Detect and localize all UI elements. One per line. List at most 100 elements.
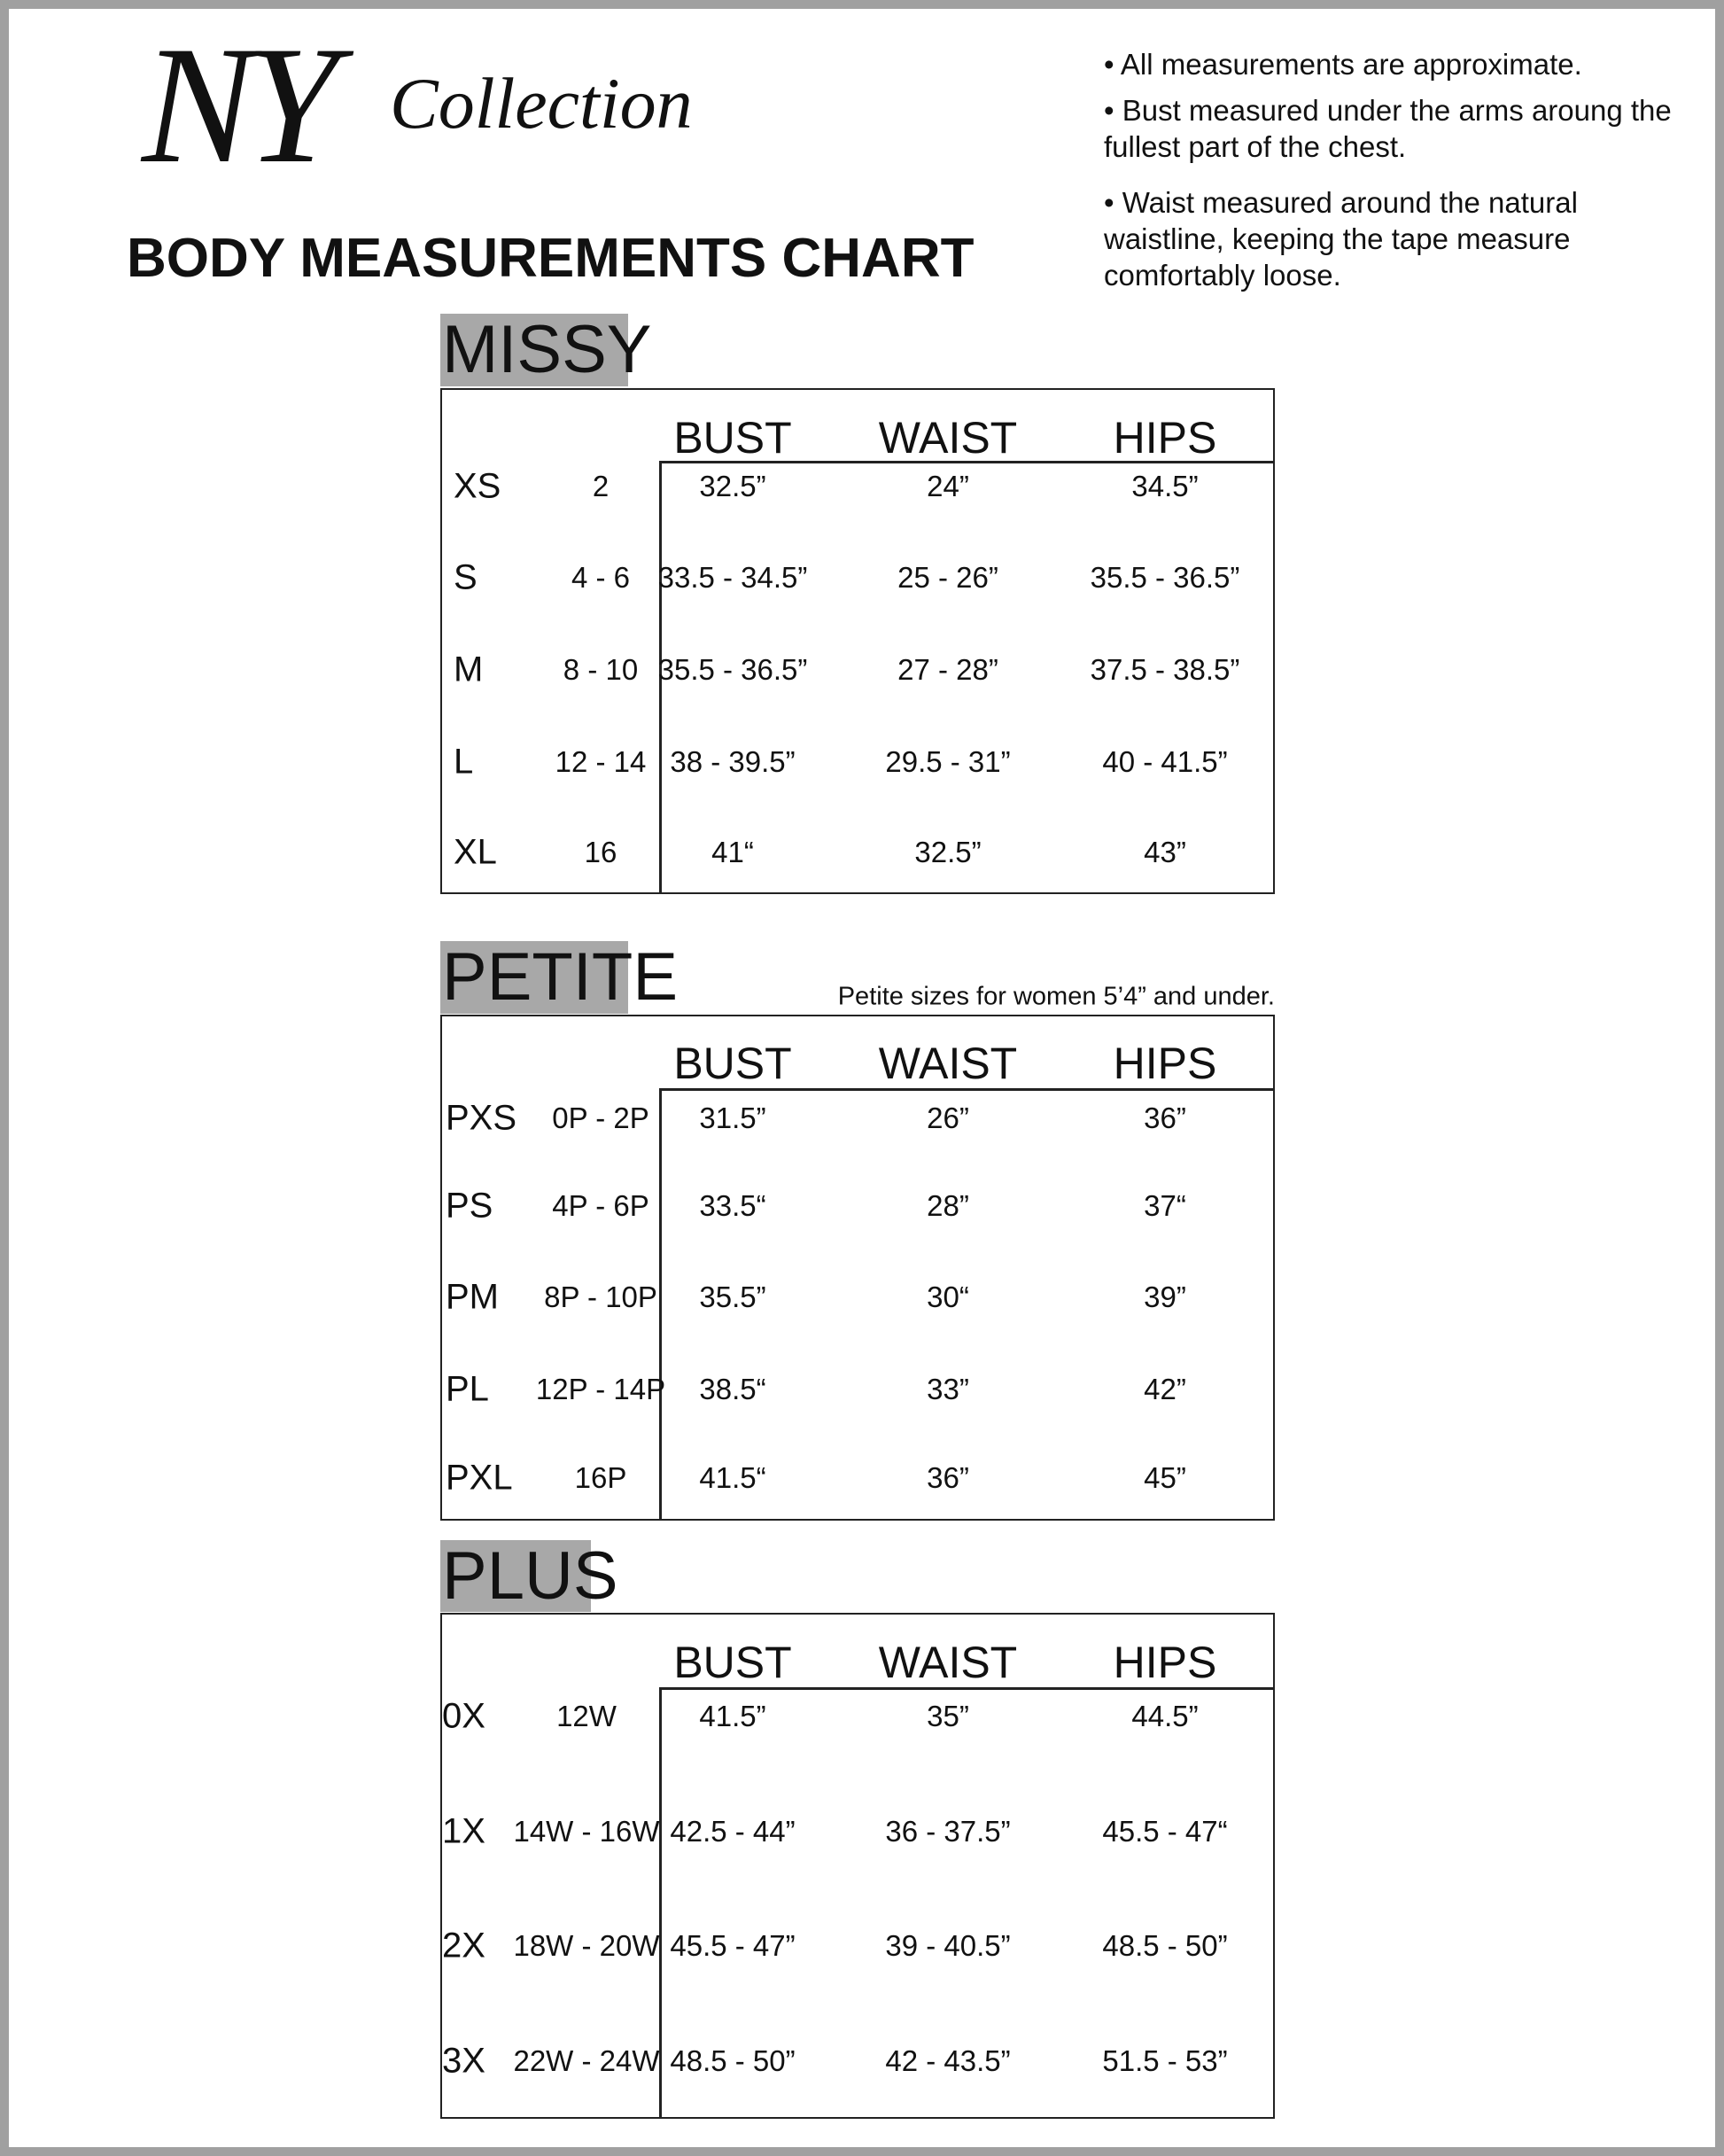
size-label: PXS <box>446 1098 517 1138</box>
size-label: PL <box>446 1369 489 1409</box>
measurement: 37“ <box>1144 1189 1186 1222</box>
column-header: WAIST <box>878 413 1018 463</box>
column-header: HIPS <box>1113 413 1217 463</box>
measurement: 33” <box>927 1373 969 1405</box>
size-label: S <box>454 557 478 597</box>
column-header: WAIST <box>878 1638 1018 1687</box>
measurement: 24” <box>927 470 969 502</box>
measurement: 34.5” <box>1131 470 1199 502</box>
measurement: 35” <box>927 1700 969 1732</box>
measurement: 30“ <box>927 1280 969 1313</box>
size-label: 2X <box>442 1926 485 1965</box>
size-number: 22W - 24W <box>513 2044 660 2077</box>
section-label: PETITE <box>440 939 679 1015</box>
size-number: 16P <box>574 1461 627 1494</box>
measurement: 36 - 37.5” <box>885 1815 1011 1848</box>
measurement: 37.5 - 38.5” <box>1090 653 1240 686</box>
section-label: MISSY <box>440 312 652 387</box>
column-rule <box>659 461 662 894</box>
column-header: BUST <box>673 1638 792 1687</box>
logo-word: Collection <box>390 63 693 144</box>
measurement: 35.5 - 36.5” <box>1090 561 1240 594</box>
measurement: 33.5“ <box>699 1189 766 1222</box>
section-note: Petite sizes for women 5’4” and under. <box>837 982 1275 1011</box>
column-rule <box>659 1088 662 1521</box>
measurement: 25 - 26” <box>897 561 998 594</box>
measurement: 36” <box>1144 1101 1186 1134</box>
size-number: 14W - 16W <box>513 1815 660 1848</box>
measurement: 48.5 - 50” <box>1102 1929 1228 1962</box>
measurement: 44.5” <box>1131 1700 1199 1732</box>
size-label: 3X <box>442 2041 485 2081</box>
measurement: 40 - 41.5” <box>1102 745 1228 778</box>
measurement: 45” <box>1144 1461 1186 1494</box>
size-label: PM <box>446 1277 499 1317</box>
measurement: 51.5 - 53” <box>1102 2044 1228 2077</box>
measurement: 48.5 - 50” <box>670 2044 796 2077</box>
measurement: 32.5” <box>914 836 982 868</box>
size-label: 1X <box>442 1811 485 1851</box>
header-rule <box>660 1687 1275 1690</box>
measurement: 29.5 - 31” <box>885 745 1011 778</box>
column-rule <box>659 1687 662 2119</box>
size-label: XS <box>454 466 501 506</box>
measurement: 38 - 39.5” <box>670 745 796 778</box>
size-number: 18W - 20W <box>513 1929 660 1962</box>
logo-mark: NY <box>142 12 338 198</box>
measurement: 41.5“ <box>699 1461 766 1494</box>
note: • Waist measured around the natural wais… <box>1104 186 1578 292</box>
column-header: HIPS <box>1113 1039 1217 1088</box>
measurement: 32.5” <box>699 470 766 502</box>
measurement: 27 - 28” <box>897 653 998 686</box>
size-label: PS <box>446 1186 493 1226</box>
header-rule <box>660 1088 1275 1091</box>
size-label: XL <box>454 832 497 872</box>
measurement: 31.5” <box>699 1101 766 1134</box>
measurement: 42 - 43.5” <box>885 2044 1011 2077</box>
size-number: 8 - 10 <box>563 653 639 686</box>
size-label: PXL <box>446 1458 513 1498</box>
table-box <box>440 388 1275 894</box>
size-number: 4P - 6P <box>552 1189 649 1222</box>
size-number: 0P - 2P <box>552 1101 649 1134</box>
measurement: 45.5 - 47“ <box>1102 1815 1228 1848</box>
size-label: M <box>454 650 484 689</box>
measurement: 33.5 - 34.5” <box>657 561 808 594</box>
measurement: 41.5” <box>699 1700 766 1732</box>
measurement: 38.5“ <box>699 1373 766 1405</box>
size-number: 12 - 14 <box>555 745 647 778</box>
measurement: 39 - 40.5” <box>885 1929 1011 1962</box>
measurement: 39” <box>1144 1280 1186 1313</box>
size-label: L <box>454 742 474 782</box>
measurement: 28” <box>927 1189 969 1222</box>
size-number: 12W <box>556 1700 617 1732</box>
column-header: WAIST <box>878 1039 1018 1088</box>
size-label: 0X <box>442 1696 485 1736</box>
header-rule <box>660 461 1275 463</box>
size-number: 4 - 6 <box>571 561 631 594</box>
measurement: 42” <box>1144 1373 1186 1405</box>
table-box <box>440 1015 1275 1521</box>
title: BODY MEASUREMENTS CHART <box>127 228 975 289</box>
size-number: 2 <box>592 470 610 502</box>
table-box <box>440 1613 1275 2119</box>
section-label: PLUS <box>440 1538 618 1614</box>
measurement: 35.5” <box>699 1280 766 1313</box>
measurement: 36” <box>927 1461 969 1494</box>
size-number: 12P - 14P <box>535 1373 666 1405</box>
measurement: 42.5 - 44” <box>670 1815 796 1848</box>
measurement: 41“ <box>711 836 754 868</box>
measurement: 26” <box>927 1101 969 1134</box>
measurement: 43” <box>1144 836 1186 868</box>
note: • Bust measured under the arms aroung th… <box>1104 94 1672 163</box>
measurement: 45.5 - 47” <box>670 1929 796 1962</box>
measurement: 35.5 - 36.5” <box>657 653 808 686</box>
size-number: 16 <box>584 836 617 868</box>
column-header: BUST <box>673 1039 792 1088</box>
column-header: HIPS <box>1113 1638 1217 1687</box>
note: • All measurements are approximate. <box>1104 48 1582 81</box>
column-header: BUST <box>673 413 792 463</box>
size-number: 8P - 10P <box>544 1280 657 1313</box>
